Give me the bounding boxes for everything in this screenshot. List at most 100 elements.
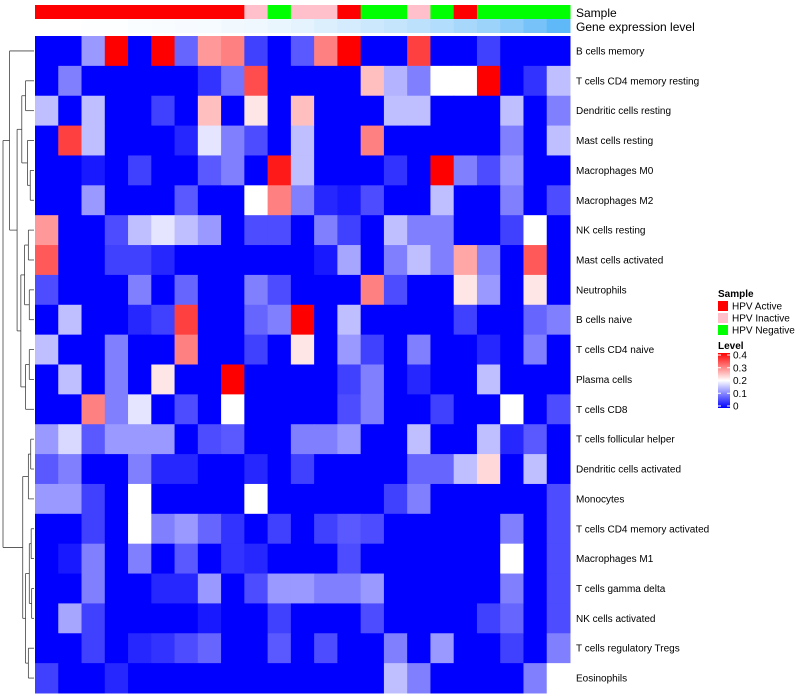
heatmap-cell bbox=[128, 663, 152, 694]
heatmap-cell bbox=[476, 364, 501, 395]
row-labels: B cells memory T cells CD4 memory resting… bbox=[576, 46, 709, 684]
heatmap-cell bbox=[546, 633, 571, 664]
heatmap-cell bbox=[104, 36, 129, 67]
heatmap-cell bbox=[314, 394, 338, 425]
heatmap-cell bbox=[174, 573, 199, 604]
expression-annotation-cell bbox=[523, 19, 548, 33]
heatmap-cell bbox=[81, 36, 106, 67]
heatmap-cell bbox=[244, 513, 269, 545]
heatmap-cell bbox=[151, 573, 176, 604]
heatmap-cell bbox=[500, 454, 524, 485]
heatmap-cell bbox=[267, 334, 292, 365]
heatmap-cell bbox=[197, 513, 222, 545]
heatmap-cell bbox=[476, 543, 501, 575]
heatmap-cell bbox=[523, 394, 548, 425]
heatmap-cell bbox=[58, 513, 83, 545]
heatmap-cell bbox=[197, 663, 222, 694]
heatmap-cell bbox=[430, 364, 455, 395]
heatmap-cell bbox=[128, 334, 152, 365]
heatmap-cell bbox=[35, 334, 59, 365]
heatmap-cell bbox=[35, 215, 59, 246]
row-label: T cells CD4 memory resting bbox=[576, 76, 699, 87]
heatmap-cell bbox=[197, 36, 222, 67]
expression-annotation-cell bbox=[35, 19, 59, 33]
heatmap-cell bbox=[383, 663, 408, 694]
heatmap-cell bbox=[35, 125, 59, 156]
heatmap-cell bbox=[128, 215, 152, 246]
row-label: Neutrophils bbox=[576, 285, 627, 296]
heatmap-cell bbox=[500, 513, 524, 545]
row-label: B cells memory bbox=[576, 46, 644, 57]
heatmap-cell bbox=[174, 36, 199, 67]
heatmap-cell bbox=[546, 36, 571, 67]
heatmap-cell bbox=[151, 513, 176, 545]
heatmap-cell bbox=[58, 36, 83, 67]
heatmap-cell bbox=[244, 185, 269, 216]
heatmap-cell bbox=[104, 543, 129, 575]
heatmap-cell bbox=[337, 454, 362, 485]
heatmap-cell bbox=[174, 155, 199, 186]
heatmap-cell bbox=[476, 334, 501, 365]
heatmap-cell bbox=[81, 125, 106, 156]
heatmap-cell bbox=[58, 483, 83, 515]
heatmap-cell bbox=[81, 185, 106, 216]
legend-level-tick: 0.1 bbox=[733, 389, 747, 400]
heatmap-cell bbox=[430, 36, 455, 67]
heatmap-cell bbox=[407, 663, 431, 694]
heatmap-cell bbox=[453, 394, 478, 425]
heatmap-cell bbox=[407, 274, 431, 306]
row-label: Dendritic cells activated bbox=[576, 465, 681, 476]
heatmap-cell bbox=[267, 424, 292, 455]
heatmap-cell bbox=[500, 424, 524, 455]
heatmap-cell bbox=[81, 543, 106, 575]
heatmap-cell bbox=[546, 543, 571, 575]
heatmap-cell bbox=[58, 95, 83, 127]
expression-annotation-label: Gene expression level bbox=[576, 20, 695, 34]
expression-annotation-cell bbox=[151, 19, 176, 33]
heatmap-cell bbox=[267, 603, 292, 634]
heatmap-cell bbox=[35, 65, 59, 97]
heatmap-cell bbox=[360, 36, 385, 67]
sample-annotation-cell bbox=[244, 5, 269, 19]
heatmap-cell bbox=[58, 334, 83, 365]
heatmap-cell bbox=[290, 543, 315, 575]
heatmap-cell bbox=[35, 603, 59, 634]
heatmap-cell bbox=[174, 543, 199, 575]
heatmap-cell bbox=[104, 633, 129, 664]
heatmap-cell bbox=[81, 274, 106, 306]
heatmap-cell bbox=[81, 573, 106, 604]
heatmap-cell bbox=[383, 215, 408, 246]
heatmap-cell bbox=[267, 36, 292, 67]
heatmap-cell bbox=[58, 155, 83, 186]
heatmap-cell bbox=[221, 424, 245, 455]
heatmap-cell bbox=[337, 274, 362, 306]
heatmap-cell bbox=[407, 394, 431, 425]
heatmap-cell bbox=[128, 65, 152, 97]
row-label: Mast cells activated bbox=[576, 255, 663, 266]
heatmap-cell bbox=[244, 424, 269, 455]
heatmap-cell bbox=[453, 633, 478, 664]
heatmap-cell bbox=[128, 573, 152, 604]
heatmap-cell bbox=[81, 394, 106, 425]
heatmap-cell bbox=[407, 95, 431, 127]
expression-annotation-cell bbox=[314, 19, 338, 33]
heatmap-cell bbox=[383, 304, 408, 336]
heatmap-cell bbox=[174, 65, 199, 97]
heatmap-cell bbox=[383, 513, 408, 545]
heatmap-cell bbox=[290, 633, 315, 664]
heatmap-cell bbox=[430, 274, 455, 306]
heatmap-cell bbox=[35, 454, 59, 485]
heatmap-cell bbox=[546, 424, 571, 455]
heatmap-cell bbox=[360, 394, 385, 425]
heatmap-cell bbox=[58, 573, 83, 604]
heatmap-cell bbox=[197, 573, 222, 604]
heatmap-cell bbox=[151, 215, 176, 246]
heatmap-cell bbox=[314, 603, 338, 634]
heatmap-cell bbox=[244, 125, 269, 156]
heatmap-cell bbox=[360, 274, 385, 306]
heatmap-cell bbox=[197, 394, 222, 425]
heatmap-cell bbox=[267, 394, 292, 425]
heatmap-cell bbox=[221, 95, 245, 127]
heatmap-cell bbox=[430, 483, 455, 515]
row-label: NK cells activated bbox=[576, 614, 655, 625]
